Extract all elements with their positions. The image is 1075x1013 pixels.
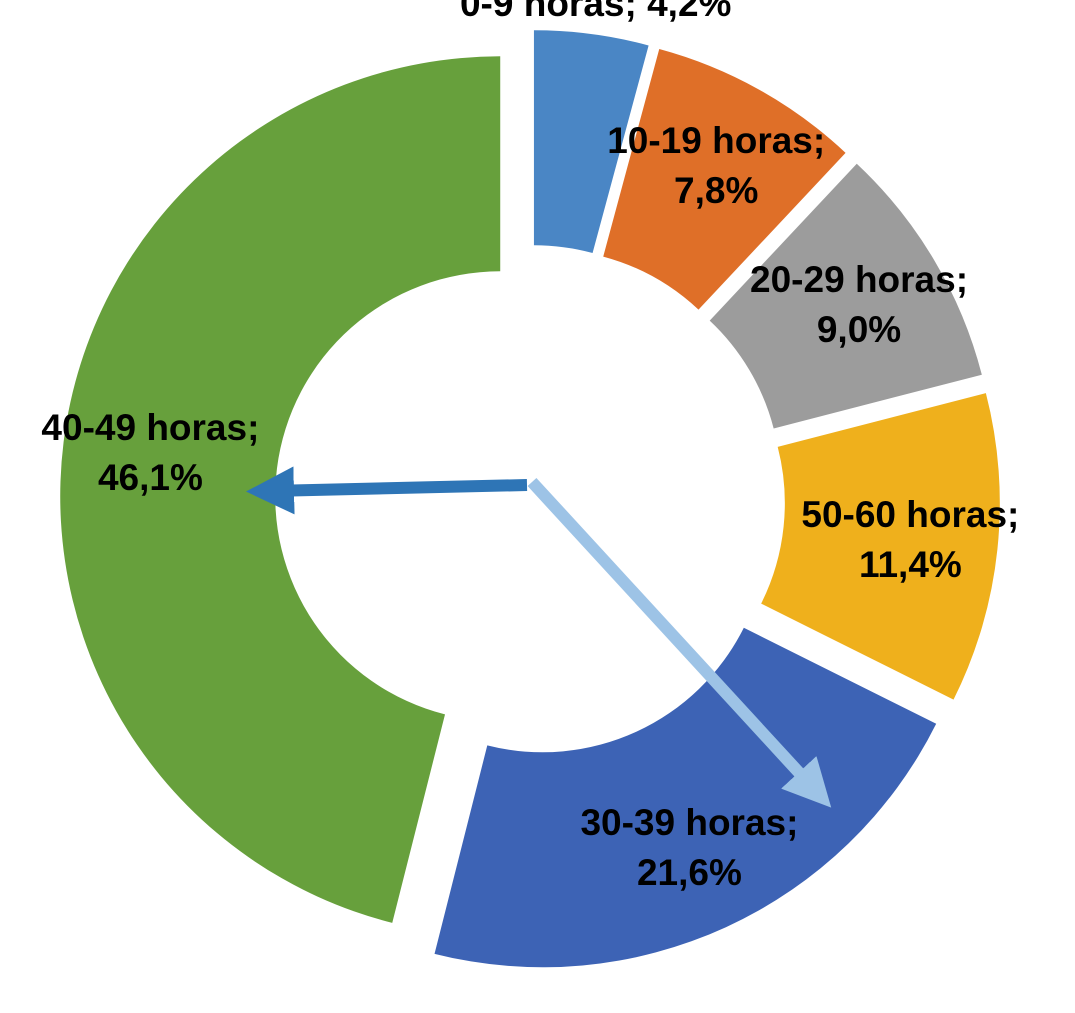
donut-segment [603, 48, 846, 310]
data-label: 50-60 horas; 11,4% [801, 494, 1020, 586]
data-label: 30-39 horas; 21,6% [580, 801, 799, 893]
data-label: 40-49 horas; 46,1% [41, 406, 260, 498]
donut-segment [60, 56, 501, 923]
data-label: 20-29 horas; 9,0% [750, 259, 969, 350]
arrow [246, 466, 528, 515]
donut-segment [533, 30, 649, 254]
donut-segment [761, 393, 1000, 700]
arrow [527, 477, 832, 808]
donut-segment [709, 163, 982, 429]
data-label: 10-19 horas; 7,8% [607, 119, 826, 211]
donut-segment [434, 627, 937, 968]
data-label: 0-9 horas; 4,2% [459, 0, 732, 25]
